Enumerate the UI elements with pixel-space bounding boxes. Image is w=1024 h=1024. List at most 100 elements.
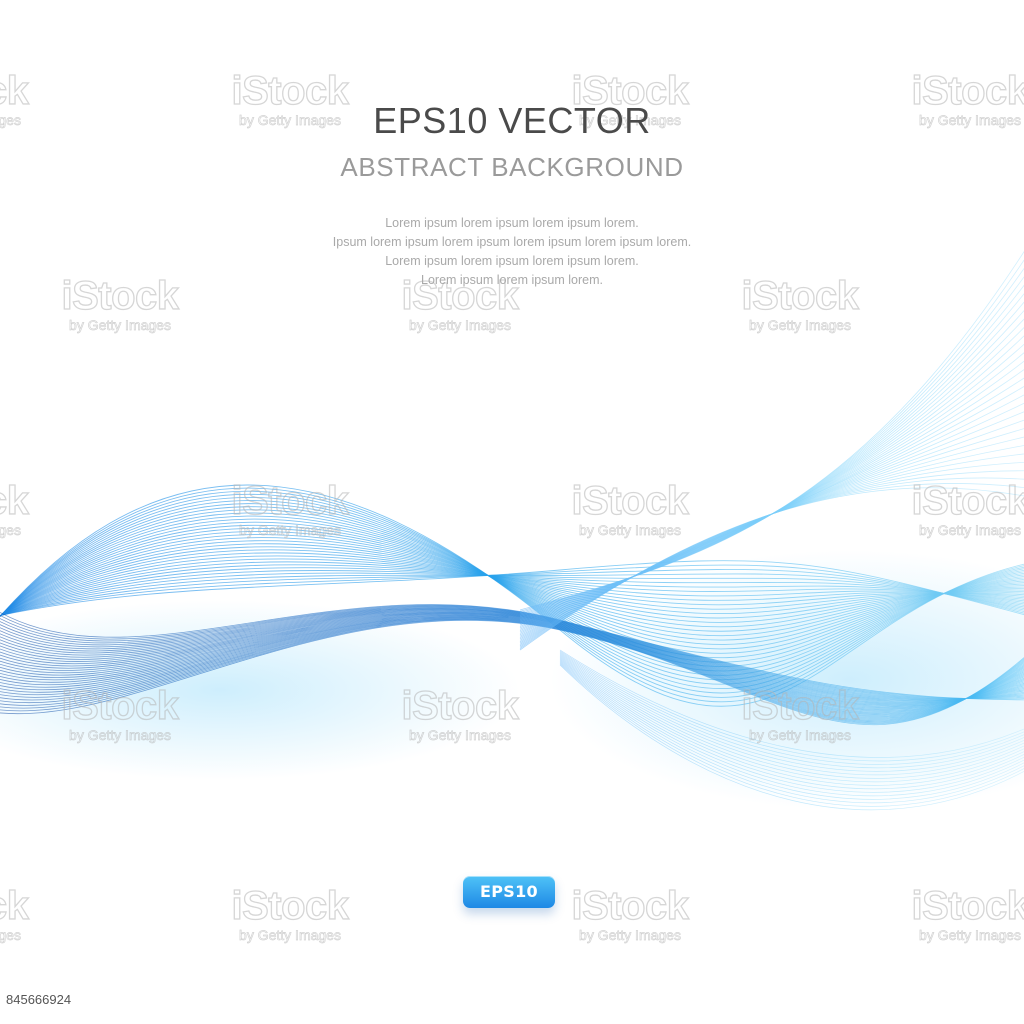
wave-line — [559, 649, 1024, 758]
wave-line — [519, 310, 1024, 621]
wave-line — [0, 573, 1024, 617]
wave-line — [559, 657, 1024, 786]
watermark-brand: iStock — [401, 684, 520, 728]
wave-line — [559, 653, 1024, 772]
watermark-byline: by Getty Images — [749, 727, 852, 744]
wave-line — [0, 534, 1024, 637]
wave-line — [559, 659, 1024, 793]
wave-line — [0, 619, 1024, 726]
wave-line — [0, 572, 1024, 617]
image-id-label: 845666924 — [0, 988, 78, 1012]
wave-line — [0, 611, 1024, 708]
wave-line — [0, 540, 1024, 628]
wave-line — [0, 503, 1024, 681]
wave-line — [0, 567, 1024, 617]
wave-line — [0, 616, 1024, 717]
wave-line — [559, 658, 1024, 790]
wave-line — [519, 411, 1024, 637]
title-eps: EPS10 — [373, 100, 488, 141]
wave-band-upper — [0, 484, 1024, 707]
watermark-byline: by Getty Images — [579, 522, 682, 539]
watermark-brand: iStock — [741, 684, 860, 728]
wave-line — [519, 445, 1024, 643]
wave-line — [0, 537, 1024, 632]
wave-line — [519, 402, 1024, 636]
placeholder-line: Lorem ipsum lorem ipsum lorem ipsum lore… — [385, 216, 639, 230]
watermark-byline: by Getty Images — [0, 927, 21, 944]
wave-line — [519, 470, 1024, 647]
wave-line — [519, 284, 1024, 616]
watermark-brand: iStock — [911, 884, 1024, 928]
wave-line — [559, 662, 1024, 804]
wave-line — [0, 612, 1024, 709]
wave-line — [0, 549, 1024, 617]
wave-line — [559, 655, 1024, 779]
wave-line — [0, 618, 1024, 722]
wave-line — [0, 613, 1024, 712]
wave-line — [0, 518, 1024, 659]
wave-line — [0, 560, 1024, 616]
wave-line — [0, 615, 1024, 716]
placeholder-line: Lorem ipsum lorem ipsum lorem. — [421, 273, 603, 287]
wave-line — [519, 394, 1024, 634]
wave-line — [0, 613, 1024, 713]
wave-line — [0, 605, 1024, 699]
wave-line — [0, 611, 1024, 707]
watermark-brand: iStock — [0, 479, 30, 523]
wave-line — [559, 661, 1024, 800]
wave-line — [519, 301, 1024, 619]
wave-band-lower — [0, 604, 1024, 811]
watermark-byline: by Getty Images — [409, 317, 512, 334]
wave-line — [0, 555, 1024, 617]
wave-line — [0, 606, 1024, 700]
wave-line — [559, 663, 1024, 807]
wave-line — [519, 477, 1024, 648]
wave-line — [0, 543, 1024, 623]
watermark-brand: iStock — [571, 884, 690, 928]
watermark-brand: iStock — [911, 479, 1024, 523]
wave-line — [559, 650, 1024, 762]
wave-line — [0, 619, 1024, 724]
wave-line — [0, 528, 1024, 645]
wave-line — [0, 607, 1024, 701]
wave-line — [0, 484, 1024, 707]
placeholder-text-block: Lorem ipsum lorem ipsum lorem ipsum lore… — [0, 214, 1024, 290]
watermark-brand: iStock — [61, 684, 180, 728]
wave-line — [559, 652, 1024, 769]
wave-line — [519, 352, 1024, 627]
wave-line — [0, 607, 1024, 701]
wave-line — [0, 606, 1024, 700]
wave-line — [0, 612, 1024, 711]
wave-line — [519, 326, 1024, 623]
wave-line — [519, 436, 1024, 641]
wave-line — [0, 610, 1024, 706]
wave-line — [0, 604, 1024, 701]
wave-line — [0, 618, 1024, 723]
page-title: EPS10 VECTOR — [0, 100, 1024, 142]
watermark-byline: by Getty Images — [919, 522, 1022, 539]
wave-line — [0, 552, 1024, 617]
wave-line — [0, 604, 1024, 700]
wave-line — [519, 428, 1024, 640]
watermark-brand: iStock — [571, 479, 690, 523]
title-vector: VECTOR — [487, 100, 651, 141]
wave-line — [0, 614, 1024, 714]
wave-line — [0, 531, 1024, 641]
wave-line — [519, 487, 1024, 651]
placeholder-line: Lorem ipsum lorem ipsum lorem ipsum lore… — [385, 254, 639, 268]
wave-line — [519, 360, 1024, 629]
wave-line — [0, 506, 1024, 676]
wave-line — [0, 615, 1024, 715]
wave-line — [519, 419, 1024, 638]
wave-line — [519, 483, 1024, 649]
wave-line — [559, 660, 1024, 797]
watermark-byline: by Getty Images — [69, 317, 172, 334]
wave-line — [0, 500, 1024, 685]
wave-line — [0, 561, 1024, 617]
